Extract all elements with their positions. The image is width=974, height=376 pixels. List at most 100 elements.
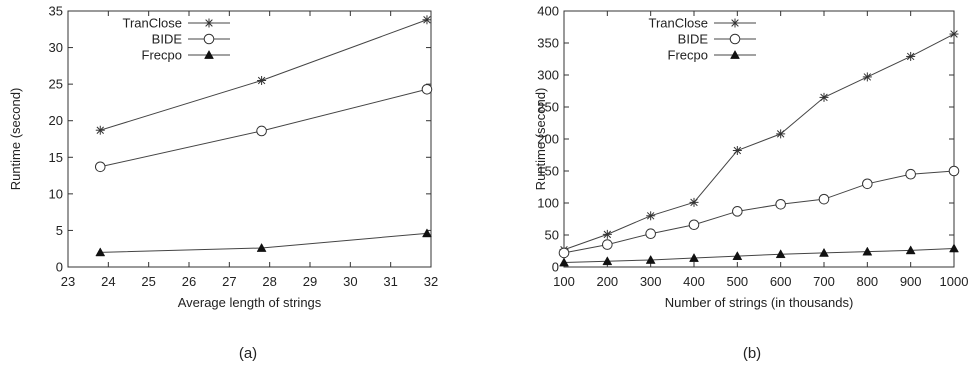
x-tick-label: 700: [813, 274, 835, 289]
x-tick-label: 27: [222, 274, 236, 289]
legend-marker: [729, 33, 741, 45]
data-point: [646, 211, 656, 221]
x-tick-label: 29: [303, 274, 317, 289]
data-point: [422, 15, 432, 25]
series-tranclose: [559, 29, 959, 255]
y-tick-label: 150: [537, 164, 559, 179]
legend-label: TranClose: [649, 16, 708, 31]
y-tick-label: 250: [537, 100, 559, 115]
plot-frame: [563, 10, 955, 268]
y-tick-label: 300: [537, 68, 559, 83]
series-line: [563, 247, 955, 264]
y-tick-label: 35: [49, 4, 63, 19]
x-tick-label: 23: [61, 274, 75, 289]
chart-2: 100 200 300 400 500 600 700 800 900 1000 0 50 100 150…: [533, 4, 968, 363]
x-tick-label: 900: [900, 274, 922, 289]
y-tick-label: 30: [49, 40, 63, 55]
y-tick-label: 400: [537, 4, 559, 19]
x-tick-label: 32: [424, 274, 438, 289]
x-tick-label: 30: [343, 274, 357, 289]
y-axis-label: Runtime (second): [8, 88, 23, 191]
legend-label: TranClose: [123, 16, 182, 31]
data-point: [776, 129, 786, 139]
x-tick-label: 26: [182, 274, 196, 289]
caption: (a): [239, 345, 257, 362]
chart-1: 23 24 25 26 27 28 29 30 31 32 0 5 10 15 20 25 30 35 Averag…: [8, 4, 438, 363]
x-tick-label: 600: [770, 274, 792, 289]
y-tick-label: 25: [49, 77, 63, 92]
x-tick-label: 31: [383, 274, 397, 289]
data-point: [862, 178, 873, 190]
plot-frame: [67, 10, 432, 268]
y-tick-label: 50: [545, 228, 559, 243]
y-tick-label: 100: [537, 196, 559, 211]
series-bide: [94, 83, 433, 173]
y-tick-label: 0: [552, 260, 559, 275]
x-tick-label: 300: [640, 274, 662, 289]
data-point: [421, 83, 433, 95]
series-tranclose: [95, 15, 432, 135]
data-point: [862, 72, 872, 82]
x-tick-label: 1000: [940, 274, 969, 289]
y-tick-label: 20: [49, 113, 63, 128]
series-bide: [558, 165, 960, 259]
series-line: [563, 170, 955, 254]
y-tick-label: 5: [56, 223, 63, 238]
legend-label: Frecpo: [668, 48, 708, 63]
data-point: [602, 239, 613, 250]
data-point: [949, 243, 959, 253]
data-point: [688, 219, 700, 231]
data-point: [689, 253, 699, 262]
data-point: [559, 257, 569, 267]
data-point: [256, 242, 267, 252]
legend-label: BIDE: [678, 32, 709, 47]
legend-label: BIDE: [152, 32, 183, 47]
x-axis-label: Average length of strings: [178, 295, 322, 310]
y-tick-label: 15: [49, 150, 63, 165]
legend-marker: [730, 49, 740, 59]
data-point: [95, 125, 105, 135]
caption: (b): [743, 345, 761, 362]
data-point: [905, 245, 916, 255]
legend-marker: [204, 18, 214, 28]
data-point: [775, 249, 786, 259]
series-line: [100, 19, 428, 131]
legend-marker: [204, 49, 214, 59]
data-point: [645, 228, 656, 240]
data-point: [819, 92, 829, 102]
data-point: [602, 256, 613, 266]
data-point: [948, 165, 960, 177]
data-point: [732, 251, 743, 260]
x-tick-label: 28: [262, 274, 276, 289]
data-point: [422, 228, 432, 238]
x-tick-label: 500: [726, 274, 748, 289]
data-point: [906, 51, 916, 61]
x-tick-label: 100: [553, 274, 575, 289]
x-axis-label: Number of strings (in thousands): [665, 295, 854, 310]
data-point: [732, 206, 743, 217]
data-point: [905, 168, 916, 180]
y-axis-label: Runtime (second): [533, 88, 548, 191]
data-point: [257, 75, 267, 85]
data-point: [819, 247, 829, 257]
data-point: [602, 229, 612, 239]
y-tick-label: 0: [56, 260, 63, 275]
series-line: [563, 33, 955, 251]
x-tick-label: 25: [141, 274, 155, 289]
legend-marker: [730, 18, 740, 28]
data-point: [558, 247, 570, 259]
data-point: [645, 254, 656, 264]
x-tick-label: 200: [596, 274, 618, 289]
series-frecpo: [559, 243, 959, 267]
data-point: [94, 161, 106, 173]
data-point: [95, 247, 106, 257]
legend-marker: [203, 33, 215, 45]
legend-label: Frecpo: [142, 48, 182, 63]
y-tick-label: 10: [49, 186, 63, 201]
data-point: [775, 198, 786, 210]
data-point: [256, 125, 267, 137]
series-frecpo: [95, 228, 432, 257]
